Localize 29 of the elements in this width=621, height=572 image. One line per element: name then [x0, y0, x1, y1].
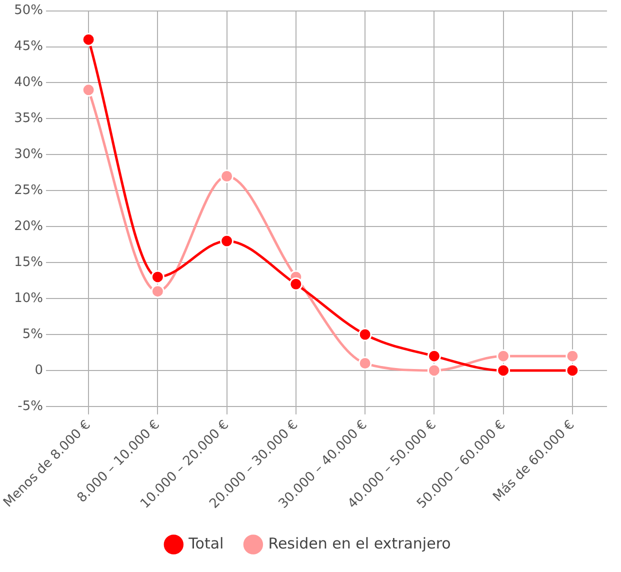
- point: [150, 270, 164, 284]
- point: [427, 364, 441, 378]
- y-tick-label: 40%: [14, 75, 43, 90]
- y-tick-label: 25%: [14, 183, 43, 198]
- point: [566, 364, 580, 378]
- y-tick-label: 15%: [14, 254, 43, 270]
- point: [427, 349, 441, 363]
- legend-label: Total: [188, 534, 224, 552]
- point: [358, 356, 372, 370]
- point: [220, 169, 234, 183]
- y-tick-label: 5%: [22, 326, 43, 342]
- point: [220, 234, 234, 248]
- point: [82, 83, 96, 97]
- y-tick-label: 35%: [14, 111, 43, 126]
- y-tick-label: 45%: [14, 39, 43, 54]
- point: [496, 349, 510, 363]
- y-tick-label: 20%: [14, 218, 43, 234]
- point: [82, 32, 96, 46]
- point: [289, 277, 303, 291]
- y-tick-label: -5%: [18, 398, 43, 414]
- legend-label: Residen en el extranjero: [268, 534, 451, 552]
- y-tick-label: 50%: [14, 3, 43, 18]
- y-tick-label: 10%: [14, 290, 43, 306]
- y-tick-label: 30%: [14, 147, 43, 162]
- point: [496, 364, 510, 378]
- y-tick-label: 0: [34, 362, 43, 378]
- point: [566, 349, 580, 363]
- point: [358, 328, 372, 342]
- point: [150, 284, 164, 298]
